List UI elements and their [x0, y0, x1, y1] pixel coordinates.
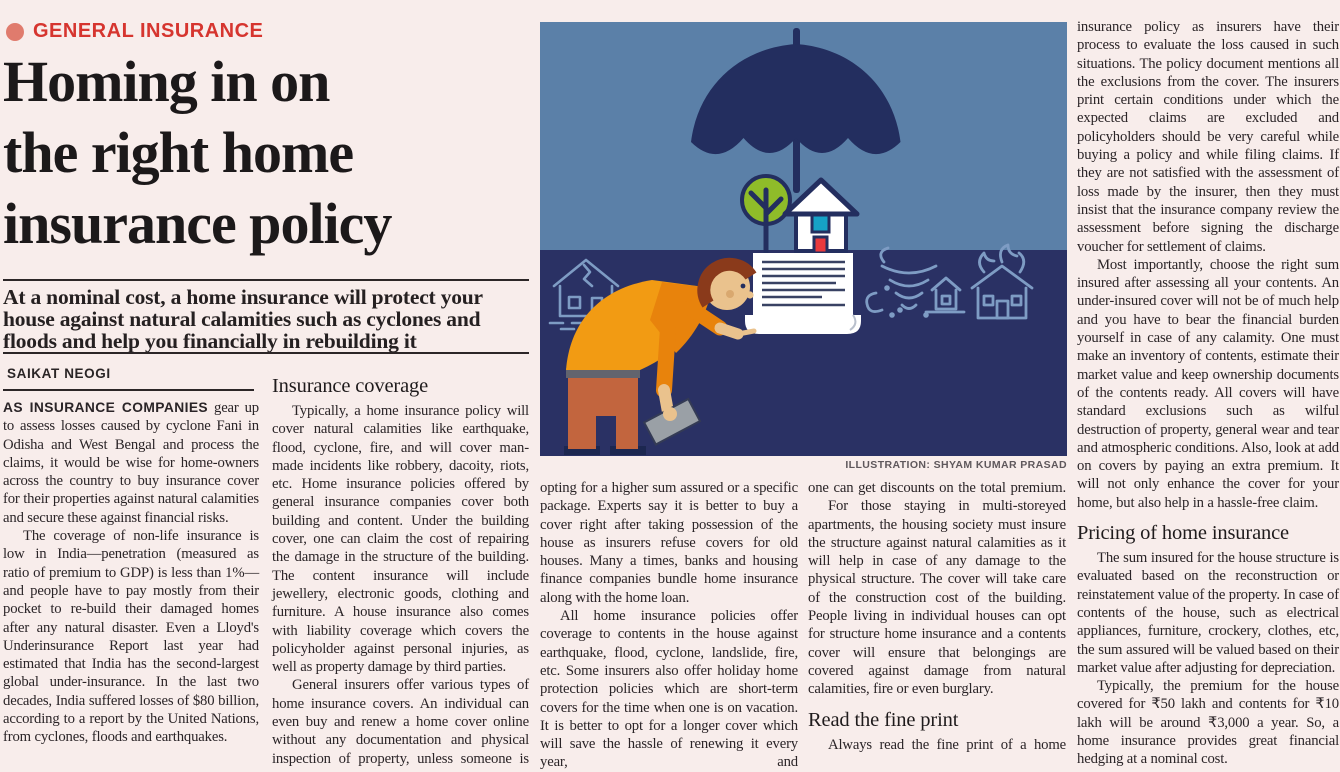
section-heading-read-the-fine-print: Read the fine print	[808, 708, 959, 731]
paragraph: one can get discounts on the total premi…	[808, 480, 1066, 496]
policy-document-scroll	[745, 253, 861, 334]
paragraph: insurance policy as insurers have their …	[1077, 19, 1339, 255]
newspaper-page: { "kicker": { "label": "GENERAL INSURANC…	[3, 19, 1340, 771]
illustration-credit: ILLUSTRATION: SHYAM KUMAR PRASAD	[845, 459, 1067, 471]
paragraph: Typically, the premium for the house cov…	[1077, 678, 1339, 768]
headline-line-1: Homing in on	[3, 49, 330, 114]
headline-line-2: the right home	[3, 120, 354, 185]
rule-below-subhead	[3, 352, 529, 354]
column-5: insurance policy as insurers have their …	[1077, 18, 1339, 769]
man-pants	[568, 374, 638, 449]
man-reading-policy	[564, 257, 757, 455]
subhead: At a nominal cost, a home insurance will…	[3, 285, 483, 353]
paragraph: Always read the fine print of a home	[828, 736, 1066, 753]
house-door	[812, 235, 829, 255]
rule-above-subhead	[3, 279, 529, 281]
paragraph: Typically, a home insurance policy will …	[272, 403, 529, 676]
document-text-lines	[762, 260, 845, 307]
rule-below-byline	[3, 389, 254, 391]
man-hair	[697, 257, 757, 308]
paragraph: All home insurance policies offer covera…	[540, 608, 798, 771]
cyclone-icon	[865, 246, 966, 318]
home-insurance-illustration	[540, 22, 1067, 456]
section-heading-insurance-coverage: Insurance coverage	[272, 375, 429, 397]
section-bullet-icon	[6, 22, 24, 41]
illustration	[540, 22, 1067, 456]
column-2: Insurance coverage Typically, a home ins…	[272, 374, 529, 768]
paragraph: The coverage of non-life insurance is lo…	[3, 528, 259, 746]
paragraph-text: gear up to assess losses caused by cyclo…	[3, 400, 260, 526]
pointing-finger	[735, 328, 757, 337]
lead-in: AS INSURANCE COMPANIES	[3, 400, 209, 415]
paragraph: The sum insured for the house structure …	[1077, 550, 1339, 676]
column-1: AS INSURANCE COMPANIES gear up to assess…	[3, 399, 259, 747]
column-4: one can get discounts on the total premi…	[808, 479, 1066, 754]
headline: Homing in on the right home insurance po…	[3, 46, 530, 259]
burning-house-icon	[970, 243, 1034, 320]
column-3: opting for a higher sum assured or a spe…	[540, 479, 798, 772]
paragraph: opting for a higher sum assured or a spe…	[540, 480, 798, 606]
house-window	[810, 213, 831, 234]
paragraph: For those staying in multi-storeyed apar…	[808, 498, 1066, 698]
paragraph: General insurers offer various types of …	[272, 677, 529, 767]
umbrella-icon	[691, 28, 901, 193]
section-kicker: GENERAL INSURANCE	[6, 20, 263, 43]
section-label: GENERAL INSURANCE	[33, 20, 264, 42]
section-heading-pricing-of-home-insurance: Pricing of home insurance	[1077, 522, 1290, 545]
byline: SAIKAT NEOGI	[7, 366, 111, 381]
tree	[740, 174, 792, 258]
headline-line-3: insurance policy	[3, 191, 392, 256]
paragraph: Most importantly, choose the right sum i…	[1077, 256, 1339, 511]
paragraph: AS INSURANCE COMPANIES gear up to assess…	[3, 399, 259, 527]
